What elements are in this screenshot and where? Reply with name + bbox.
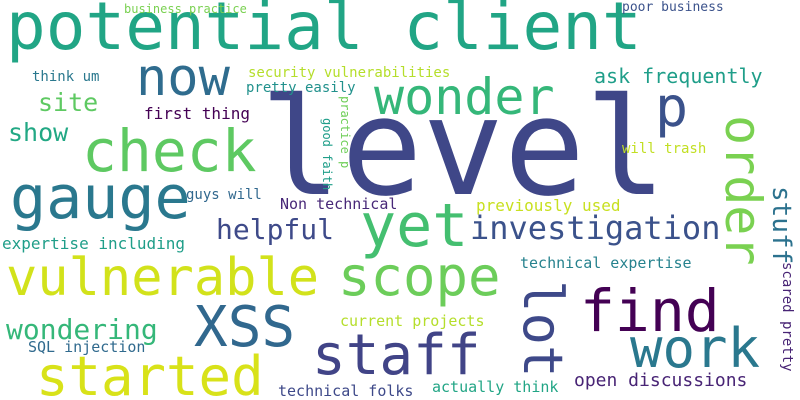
word-xss: XSS [194, 295, 296, 360]
word-gauge: gauge [10, 163, 191, 233]
word-good-faith: good faith [320, 118, 334, 191]
word-order: order [714, 115, 772, 266]
word-non-technical: Non technical [280, 195, 398, 213]
word-level: level [260, 69, 667, 226]
word-will-trash: will trash [622, 141, 707, 157]
word-business-practice: business practice [124, 2, 247, 16]
word-technical-expertise: technical expertise [520, 254, 692, 272]
word-helpful: helpful [216, 213, 335, 246]
word-investigation: investigation [470, 209, 721, 247]
word-staff: staff [312, 323, 481, 388]
word-pretty-easily: pretty easily [246, 80, 356, 96]
word-yet: yet [360, 191, 469, 261]
word-practice-p: practice p [338, 96, 352, 169]
word-expertise-including: expertise including [2, 234, 186, 253]
word-find: find [580, 277, 720, 345]
word-wondering: wondering [6, 313, 158, 346]
word-guys-will: guys will [186, 187, 262, 203]
word-work: work [630, 317, 761, 380]
word-check: check [82, 117, 257, 185]
word-potential-client: potential client [6, 0, 642, 65]
word-p: p [655, 75, 689, 139]
word-current-projects: current projects [340, 312, 485, 330]
word-stuff: stuff [766, 186, 796, 265]
word-first-thing: first thing [144, 104, 250, 123]
word-started: started [36, 345, 264, 400]
word-technical-folks: technical folks [278, 382, 414, 400]
word-poor-business: poor business [622, 0, 724, 15]
word-scope: scope [338, 245, 501, 308]
word-think-um: think um [32, 69, 100, 85]
word-sql-injection: SQL injection [28, 338, 146, 356]
word-site: site [38, 88, 99, 117]
word-security-vulnerabilities: security vulnerabilities [248, 65, 451, 81]
word-now: now [136, 48, 230, 108]
word-scared-pretty: scared pretty [779, 262, 795, 372]
word-wonder: wonder [374, 68, 555, 126]
word-lot: lot [511, 280, 574, 378]
word-open-discussions: open discussions [574, 370, 748, 391]
word-show: show [8, 118, 69, 147]
word-actually-think: actually think [432, 378, 559, 396]
word-vulnerable: vulnerable [6, 248, 320, 308]
word-previously-used: previously used [476, 196, 621, 215]
word-ask-frequently: ask frequently [594, 64, 763, 88]
